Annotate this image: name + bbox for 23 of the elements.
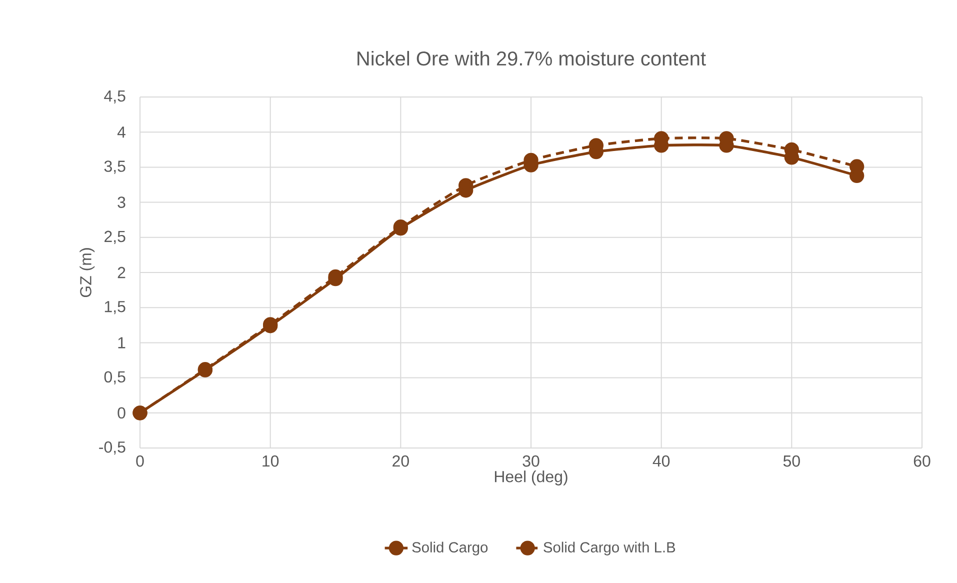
y-tick-label: 0,5 [104,371,126,384]
y-tick-label: 1,5 [104,301,126,314]
x-tick-label: 30 [522,455,540,467]
legend-label: Solid Cargo with L.B [544,542,676,556]
y-tick-label: -0,5 [99,441,126,455]
y-tick-label: 3,5 [104,160,126,174]
x-tick-label: 50 [783,455,800,467]
x-tick-label: 40 [652,455,670,467]
y-tick-label: 4,5 [104,90,126,104]
y-tick-label: 3 [118,196,126,208]
x-tick-label: 0 [136,455,144,467]
y-tick-label: 2 [118,266,126,278]
x-tick-label: 10 [262,455,279,467]
y-tick-label: 1 [118,337,126,348]
chart-title: Nickel Ore with 29.7% moisture content [358,50,706,66]
x-tick-label: 60 [914,455,930,467]
x-tick-label: 20 [392,455,409,467]
y-tick-label: 0 [118,407,126,419]
x-axis-title: Heel (deg) [494,470,568,486]
y-tick-label: 4 [117,126,126,138]
y-tick-label: 2,5 [104,230,126,244]
legend-label: Solid Cargo [412,542,488,556]
y-axis-title: GZ (m) [80,248,95,298]
